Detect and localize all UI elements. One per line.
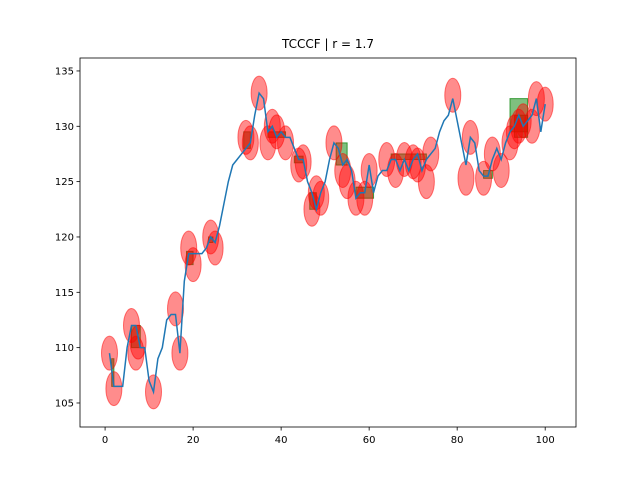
marker xyxy=(259,125,277,161)
marker xyxy=(444,77,462,113)
marker xyxy=(505,114,523,150)
marker xyxy=(360,153,378,189)
y-tick-label: 120 xyxy=(55,232,74,243)
marker xyxy=(510,108,528,144)
marker xyxy=(180,230,198,266)
marker xyxy=(312,180,330,216)
x-tick-label: 80 xyxy=(451,435,464,446)
x-tick-label: 40 xyxy=(275,435,288,446)
chart-title: TCCCF | r = 1.7 xyxy=(281,37,374,51)
marker xyxy=(457,160,475,196)
marker xyxy=(167,291,185,327)
y-tick-label: 115 xyxy=(55,288,74,299)
x-tick-label: 60 xyxy=(363,435,376,446)
x-tick-label: 0 xyxy=(102,435,108,446)
marker xyxy=(129,324,147,360)
marker xyxy=(184,247,202,283)
marker xyxy=(105,371,123,407)
marker xyxy=(206,230,224,266)
marker xyxy=(417,164,435,200)
y-tick-label: 135 xyxy=(55,66,74,77)
x-tick-label: 20 xyxy=(187,435,200,446)
y-tick-label: 125 xyxy=(55,177,74,188)
y-tick-label: 105 xyxy=(55,398,74,409)
x-tick-label: 100 xyxy=(536,435,555,446)
plot-area xyxy=(100,75,554,410)
marker xyxy=(492,153,510,189)
marker xyxy=(237,119,255,155)
y-tick-label: 110 xyxy=(55,343,74,354)
axes-frame xyxy=(79,57,577,428)
marker xyxy=(277,125,295,161)
series-line xyxy=(108,91,546,395)
y-tick-label: 130 xyxy=(55,122,74,133)
